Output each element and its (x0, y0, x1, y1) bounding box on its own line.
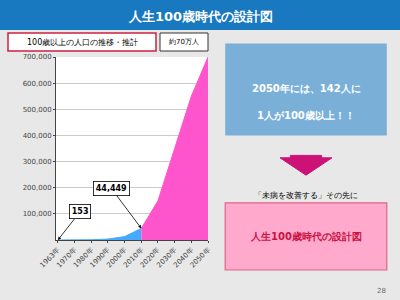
svg-text:100歳以上の人口の推移・推計: 100歳以上の人口の推移・推計 (27, 38, 138, 47)
svg-text:1970年: 1970年 (55, 246, 78, 269)
svg-text:200,000: 200,000 (23, 184, 52, 192)
svg-text:2040年: 2040年 (172, 246, 195, 269)
svg-text:1963年: 1963年 (39, 246, 62, 269)
svg-text:2050年には、142人に: 2050年には、142人に (252, 83, 361, 94)
svg-text:300,000: 300,000 (23, 158, 52, 166)
svg-text:「未病を改善する」その先に: 「未病を改善する」その先に (254, 191, 358, 200)
svg-text:2050年: 2050年 (189, 246, 212, 269)
svg-text:人生100歳時代の設計図: 人生100歳時代の設計図 (128, 9, 273, 24)
svg-text:600,000: 600,000 (23, 80, 52, 88)
svg-text:2020年: 2020年 (139, 246, 162, 269)
svg-text:400,000: 400,000 (23, 132, 52, 140)
svg-text:1人が100歳以上！！: 1人が100歳以上！！ (257, 110, 355, 121)
svg-text:500,000: 500,000 (23, 106, 52, 114)
svg-text:1980年: 1980年 (72, 246, 95, 269)
svg-text:約70万人: 約70万人 (169, 38, 199, 46)
svg-text:28: 28 (377, 287, 386, 295)
svg-text:100,000: 100,000 (23, 210, 52, 218)
svg-text:人生100歳時代の設計図: 人生100歳時代の設計図 (250, 231, 362, 242)
svg-text:44,449: 44,449 (96, 184, 127, 193)
svg-text:2010年: 2010年 (122, 246, 145, 269)
svg-text:700,000: 700,000 (23, 53, 52, 61)
svg-text:2030年: 2030年 (155, 246, 178, 269)
svg-text:1990年: 1990年 (89, 246, 112, 269)
svg-text:153: 153 (72, 207, 89, 216)
svg-text:2000年: 2000年 (105, 246, 128, 269)
